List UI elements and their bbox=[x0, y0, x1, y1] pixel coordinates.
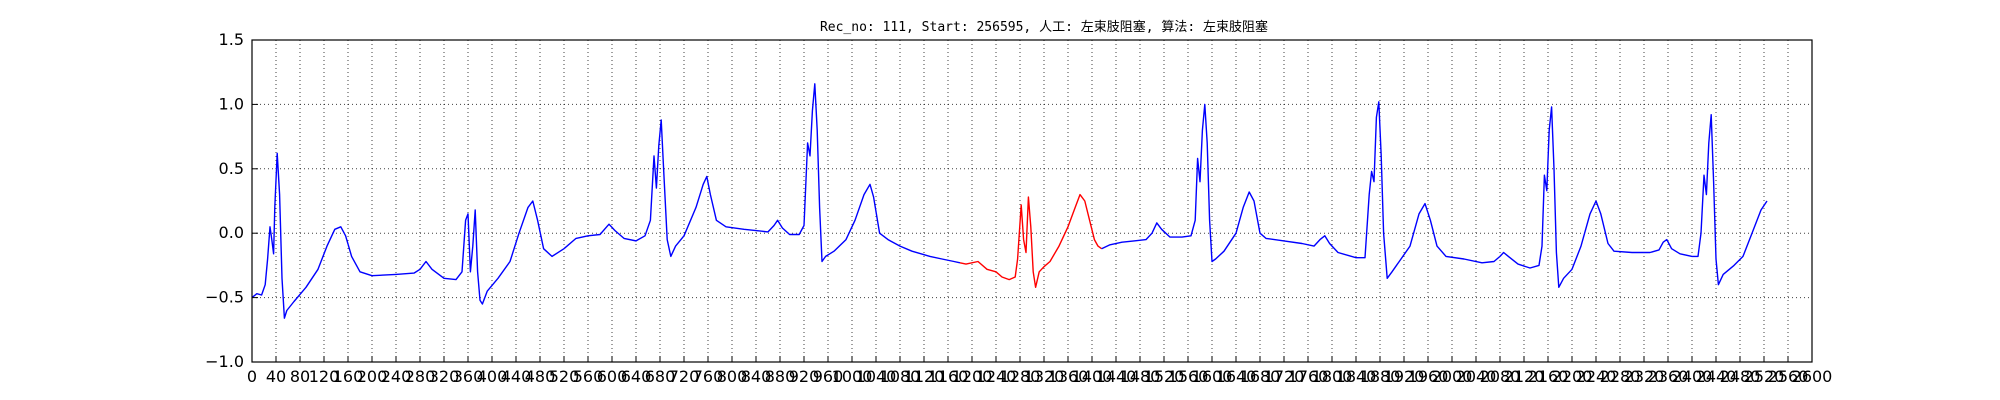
x-tick-label: 560 bbox=[573, 367, 604, 386]
x-tick-label: 2360 bbox=[1648, 367, 1689, 386]
x-tick-label: 2600 bbox=[1792, 367, 1833, 386]
x-tick-label: 960 bbox=[813, 367, 844, 386]
x-tick-label: 2240 bbox=[1576, 367, 1617, 386]
x-tick-label: 1840 bbox=[1336, 367, 1377, 386]
x-tick-label: 360 bbox=[453, 367, 484, 386]
x-tick-label: 2320 bbox=[1624, 367, 1665, 386]
x-tick-label: 1640 bbox=[1216, 367, 1257, 386]
x-tick-label: 1720 bbox=[1264, 367, 1305, 386]
ecg-series-line-2 bbox=[959, 193, 1103, 288]
x-tick-label: 2560 bbox=[1768, 367, 1809, 386]
x-tick-label: 80 bbox=[290, 367, 310, 386]
x-tick-label: 120 bbox=[309, 367, 340, 386]
x-tick-label: 2200 bbox=[1552, 367, 1593, 386]
y-axis-ticks: −1.0 −0.5 0.0 0.5 1.0 1.5 bbox=[205, 30, 258, 371]
x-tick-label: 400 bbox=[477, 367, 508, 386]
x-tick-label: 680 bbox=[645, 367, 676, 386]
x-tick-label: 440 bbox=[501, 367, 532, 386]
y-tick-label: 0.0 bbox=[219, 223, 244, 242]
x-tick-label: 800 bbox=[717, 367, 748, 386]
x-tick-label: 1800 bbox=[1312, 367, 1353, 386]
y-tick-label: 1.5 bbox=[219, 30, 244, 49]
x-tick-label: 1880 bbox=[1360, 367, 1401, 386]
x-tick-label: 1120 bbox=[904, 367, 945, 386]
x-tick-label: 1000 bbox=[832, 367, 873, 386]
x-tick-label: 600 bbox=[597, 367, 628, 386]
x-tick-label: 480 bbox=[525, 367, 556, 386]
x-tick-label: 1320 bbox=[1024, 367, 1065, 386]
ecg-series-line-1 bbox=[251, 83, 961, 319]
x-tick-label: 840 bbox=[741, 367, 772, 386]
x-tick-label: 1240 bbox=[976, 367, 1017, 386]
x-tick-label: 1360 bbox=[1048, 367, 1089, 386]
chart-title: Rec_no: 111, Start: 256595, 人工: 左束肢阻塞, 算… bbox=[820, 19, 1268, 35]
x-tick-label: 280 bbox=[405, 367, 436, 386]
x-tick-label: 1480 bbox=[1120, 367, 1161, 386]
x-tick-label: 40 bbox=[266, 367, 286, 386]
x-tick-label: 2280 bbox=[1600, 367, 1641, 386]
x-tick-label: 2160 bbox=[1528, 367, 1569, 386]
plot-frame bbox=[251, 39, 1813, 363]
x-tick-label: 2120 bbox=[1504, 367, 1545, 386]
x-tick-label: 1600 bbox=[1192, 367, 1233, 386]
x-tick-label: 1760 bbox=[1288, 367, 1329, 386]
x-tick-label: 240 bbox=[381, 367, 412, 386]
y-tick-label: −1.0 bbox=[205, 352, 244, 371]
x-tick-label: 520 bbox=[549, 367, 580, 386]
x-tick-label: 320 bbox=[429, 367, 460, 386]
x-tick-label: 2040 bbox=[1456, 367, 1497, 386]
plot-series bbox=[251, 83, 1768, 319]
y-tick-label: −0.5 bbox=[205, 288, 244, 307]
x-tick-label: 2080 bbox=[1480, 367, 1521, 386]
x-tick-label: 1080 bbox=[880, 367, 921, 386]
x-tick-label: 1560 bbox=[1168, 367, 1209, 386]
x-tick-label: 1040 bbox=[856, 367, 897, 386]
x-tick-label: 2480 bbox=[1720, 367, 1761, 386]
x-tick-label: 760 bbox=[693, 367, 724, 386]
x-tick-label: 2520 bbox=[1744, 367, 1785, 386]
x-tick-label: 1160 bbox=[928, 367, 969, 386]
x-tick-label: 0 bbox=[247, 367, 257, 386]
x-tick-label: 160 bbox=[333, 367, 364, 386]
x-tick-label: 720 bbox=[669, 367, 700, 386]
x-tick-label: 880 bbox=[765, 367, 796, 386]
x-tick-label: 2400 bbox=[1672, 367, 1713, 386]
x-tick-label: 1520 bbox=[1144, 367, 1185, 386]
x-tick-label: 200 bbox=[357, 367, 388, 386]
y-tick-label: 1.0 bbox=[219, 94, 244, 113]
x-tick-label: 2440 bbox=[1696, 367, 1737, 386]
x-tick-label: 1920 bbox=[1384, 367, 1425, 386]
x-tick-label: 1200 bbox=[952, 367, 993, 386]
x-tick-label: 920 bbox=[789, 367, 820, 386]
x-tick-label: 1440 bbox=[1096, 367, 1137, 386]
x-axis-ticks: 0 40 8012016020024028032036040044048052056… bbox=[247, 356, 1832, 386]
y-tick-label: 0.5 bbox=[219, 159, 244, 178]
ecg-series-line-3 bbox=[1101, 101, 1768, 288]
x-tick-label: 2000 bbox=[1432, 367, 1473, 386]
x-tick-label: 640 bbox=[621, 367, 652, 386]
x-tick-label: 1960 bbox=[1408, 367, 1449, 386]
grid-lines bbox=[251, 39, 1813, 363]
x-tick-label: 1280 bbox=[1000, 367, 1041, 386]
x-tick-label: 1400 bbox=[1072, 367, 1113, 386]
x-tick-label: 1680 bbox=[1240, 367, 1281, 386]
